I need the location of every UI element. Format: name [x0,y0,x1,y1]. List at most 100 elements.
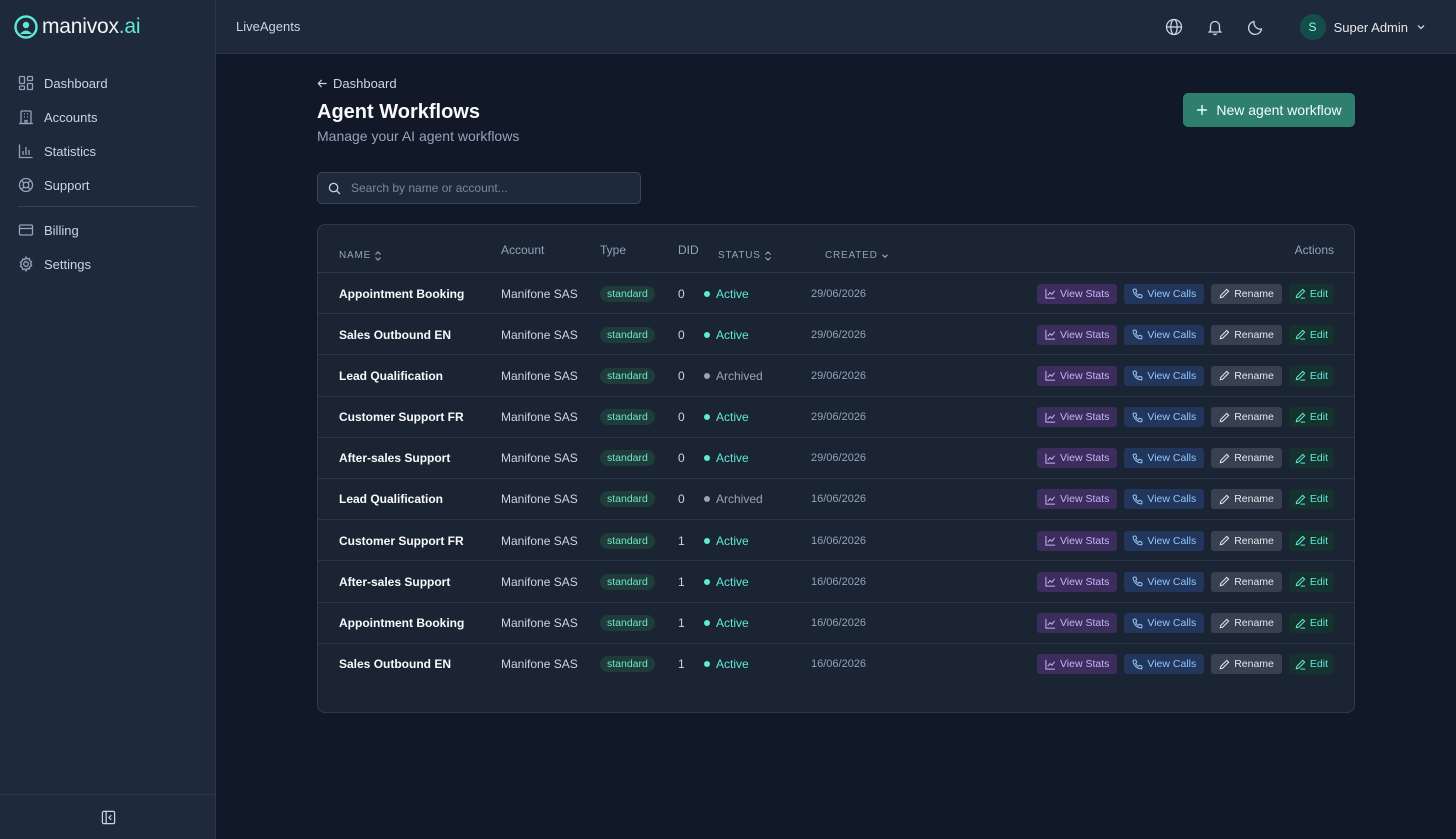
workflow-name[interactable]: Sales Outbound EN [339,327,452,342]
column-header-created[interactable]: Created [825,250,889,261]
sidebar-item-settings[interactable]: Settings [0,247,215,281]
phone-icon [1132,453,1143,464]
sidebar-item-billing[interactable]: Billing [0,213,215,247]
new-agent-workflow-label: New agent workflow [1216,102,1342,118]
workflow-name[interactable]: Appointment Booking [339,616,465,630]
view-calls-button[interactable]: View Calls [1124,489,1205,510]
view-calls-button[interactable]: View Calls [1124,324,1205,345]
rename-button[interactable]: Rename [1211,324,1282,345]
edit-button[interactable]: Edit [1288,654,1334,675]
sidebar-item-statistics[interactable]: Statistics [0,134,215,168]
pencil-icon [1219,453,1230,464]
view-stats-button[interactable]: View Stats [1036,530,1118,551]
column-header-label: Account [501,243,545,257]
edit-button[interactable]: Edit [1288,324,1334,345]
workflow-name[interactable]: Sales Outbound EN [339,657,452,672]
phone-icon [1132,659,1143,670]
rename-button[interactable]: Rename [1211,654,1282,675]
new-agent-workflow-button[interactable]: New agent workflow [1183,93,1355,127]
rename-button[interactable]: Rename [1211,283,1282,304]
edit-button[interactable]: Edit [1288,407,1334,428]
view-calls-label: View Calls [1147,369,1197,382]
edit-button[interactable]: Edit [1288,283,1334,304]
view-calls-button[interactable]: View Calls [1124,448,1205,469]
created-date: 29/06/2026 [811,411,867,424]
back-link[interactable]: Dashboard [317,76,397,91]
account-name: Manifone SAS [501,410,578,425]
chart-icon [1045,536,1056,546]
edit-icon [1295,453,1306,464]
view-stats-button[interactable]: View Stats [1036,571,1118,592]
table-body: Appointment Booking Manifone SAS standard 0… [318,273,1354,685]
view-calls-button[interactable]: View Calls [1124,365,1205,386]
table-row: Sales Outbound EN Manifone SAS standard 0 Ac… [318,314,1354,356]
bell-icon[interactable] [1206,18,1224,36]
column-header-name[interactable]: Name [339,250,382,261]
view-calls-button[interactable]: View Calls [1124,571,1205,592]
view-calls-button[interactable]: View Calls [1124,407,1205,428]
rename-button[interactable]: Rename [1211,530,1282,551]
status-badge: Active [716,533,749,548]
sidebar-item-dashboard[interactable]: Dashboard [0,66,215,100]
view-stats-label: View Stats [1059,369,1110,382]
view-stats-button[interactable]: View Stats [1036,283,1118,304]
edit-icon [1295,535,1306,546]
user-menu[interactable]: S Super Admin [1299,14,1426,40]
view-stats-button[interactable]: View Stats [1036,613,1118,633]
sidebar-item-accounts[interactable]: Accounts [0,100,215,134]
workflow-name[interactable]: Customer Support FR [339,533,464,548]
type-badge: standard [600,367,655,384]
chart-icon [1045,659,1056,670]
type-cell: standard [600,479,655,520]
rename-button[interactable]: Rename [1211,571,1282,592]
view-stats-button[interactable]: View Stats [1036,448,1118,469]
rename-button[interactable]: Rename [1211,448,1282,469]
workflow-name[interactable]: Lead Qualification [339,368,444,383]
view-calls-button[interactable]: View Calls [1124,283,1205,304]
view-calls-button[interactable]: View Calls [1124,530,1205,551]
view-stats-button[interactable]: View Stats [1036,407,1118,428]
rename-label: Rename [1234,658,1274,671]
view-stats-label: View Stats [1059,575,1110,588]
view-calls-label: View Calls [1147,575,1197,588]
workflow-name[interactable]: After-sales Support [339,574,451,589]
view-stats-button[interactable]: View Stats [1036,365,1118,386]
workflow-name[interactable]: Lead Qualification [339,492,444,507]
edit-button[interactable]: Edit [1288,448,1334,469]
status-cell: Active [704,397,749,438]
status-badge: Archived [716,368,763,383]
status-dot [704,414,710,421]
edit-button[interactable]: Edit [1288,365,1334,386]
edit-button[interactable]: Edit [1288,489,1334,510]
rename-button[interactable]: Rename [1211,365,1282,386]
edit-icon [1295,288,1306,299]
view-stats-button[interactable]: View Stats [1036,324,1118,345]
workflow-name[interactable]: Customer Support FR [339,410,464,425]
globe-icon[interactable] [1165,18,1183,36]
workflow-name[interactable]: Appointment Booking [339,286,465,301]
search-input[interactable] [351,181,631,195]
collapse-sidebar-icon[interactable] [101,810,116,825]
view-calls-button[interactable]: View Calls [1124,654,1205,675]
table-row: Appointment Booking Manifone SAS standard 1… [318,603,1354,644]
moon-icon[interactable] [1247,18,1265,36]
chart-icon [1045,453,1056,464]
brand-logo[interactable]: manivox.ai [0,0,215,54]
edit-button[interactable]: Edit [1288,571,1334,592]
status-dot [704,578,710,585]
sidebar-item-support[interactable]: Support [0,168,215,202]
status-dot [704,331,710,338]
status-badge: Active [716,451,749,466]
rename-button[interactable]: Rename [1211,613,1282,633]
view-stats-button[interactable]: View Stats [1036,489,1118,510]
edit-button[interactable]: Edit [1288,613,1334,633]
workflow-name[interactable]: After-sales Support [339,451,451,466]
chart-icon [1045,618,1056,629]
view-calls-button[interactable]: View Calls [1124,613,1205,633]
rename-button[interactable]: Rename [1211,407,1282,428]
column-header-status[interactable]: Status [718,250,772,261]
rename-button[interactable]: Rename [1211,489,1282,510]
view-stats-button[interactable]: View Stats [1036,654,1118,675]
edit-button[interactable]: Edit [1288,530,1334,551]
page-title: Agent Workflows [317,101,480,123]
